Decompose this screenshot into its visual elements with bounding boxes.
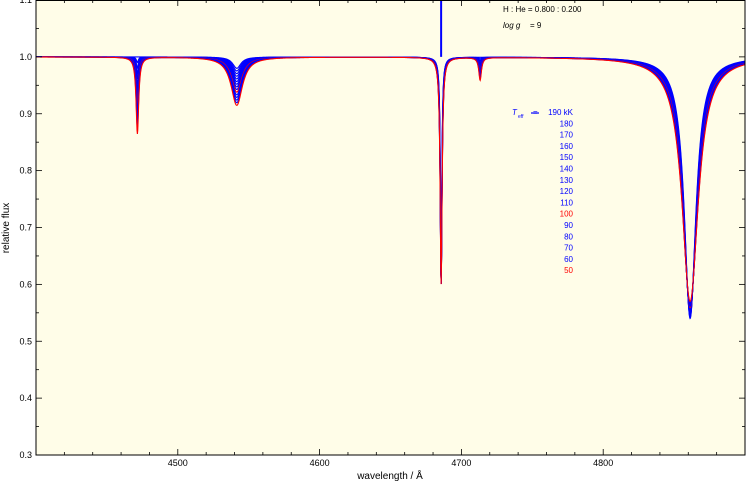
y-tick-label: 1.0 — [19, 52, 32, 62]
abundance-annotation: H : He = 0.800 : 0.200 — [503, 5, 582, 14]
plot-area — [36, 0, 745, 455]
x-tick-label: 4500 — [168, 458, 188, 468]
x-axis-ticks: 4500 4600 4700 4800 — [35, 0, 746, 468]
teff-symbol: T — [512, 108, 518, 117]
x-tick-label: 4700 — [451, 458, 471, 468]
teff-subscript: eff — [518, 114, 524, 120]
y-tick-label: 0.4 — [19, 393, 32, 403]
legend-entry-70: 70 — [564, 244, 573, 253]
y-tick-label: 0.6 — [19, 279, 32, 289]
legend-entry-180: 180 — [560, 119, 574, 128]
legend-entry-50: 50 — [564, 266, 573, 275]
legend-entry-90: 90 — [564, 221, 573, 230]
x-axis-label: wavelength / Å — [356, 469, 423, 482]
x-tick-label: 4600 — [310, 458, 330, 468]
legend: 190 kK 180 170 160 150 140 130 120 110 100 90 80 70 6… — [531, 108, 574, 275]
legend-entry-130: 130 — [560, 176, 574, 185]
logg-label: log g — [503, 21, 521, 30]
legend-entry-80: 80 — [564, 232, 573, 241]
legend-entry-100: 100 — [560, 210, 574, 219]
y-tick-label: 0.3 — [19, 450, 32, 460]
legend-entry-190: 190 kK — [548, 108, 574, 117]
legend-entry-170: 170 — [560, 131, 574, 140]
legend-entry-150: 150 — [560, 153, 574, 162]
y-tick-label: 0.5 — [19, 336, 32, 346]
logg-value: = 9 — [530, 21, 542, 30]
spectrum-line-50 — [36, 56, 745, 303]
legend-entry-120: 120 — [560, 187, 574, 196]
y-tick-label: 1.1 — [19, 0, 32, 5]
y-tick-label: 0.9 — [19, 109, 32, 119]
x-tick-label: 4800 — [593, 458, 613, 468]
y-tick-label: 0.8 — [19, 166, 32, 176]
legend-entry-140: 140 — [560, 165, 574, 174]
spectrum-curves — [36, 0, 745, 320]
y-axis-label: relative flux — [1, 203, 12, 254]
legend-entry-160: 160 — [560, 142, 574, 151]
y-tick-label: 0.7 — [19, 223, 32, 233]
legend-entry-60: 60 — [564, 255, 573, 264]
y-axis-ticks: 0.3 0.4 0.5 0.6 0.7 0.8 0.9 1.0 1.1 — [19, 0, 745, 460]
legend-entry-110: 110 — [560, 198, 573, 207]
